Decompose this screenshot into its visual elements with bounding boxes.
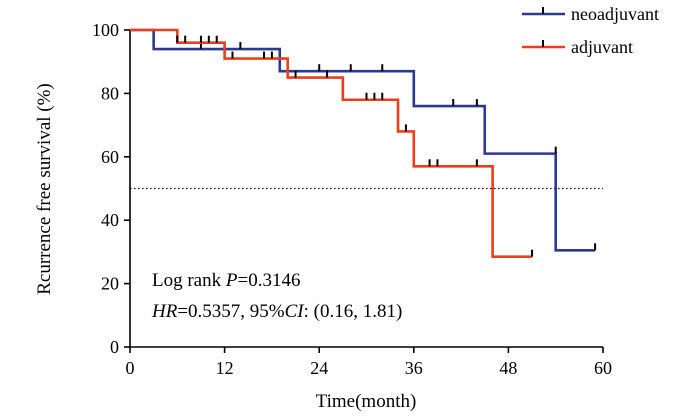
x-tick-label: 12 [216,358,234,378]
x-tick-label: 0 [126,358,135,378]
stats-annotation: Log rank P=0.3146 HR=0.5357, 95%CI: (0.1… [151,270,402,322]
legend: neoadjuvant adjuvant [522,4,659,57]
series-line-adjuvant [130,28,533,258]
x-tick-label: 48 [499,358,517,378]
legend-label-neoadjuvant: neoadjuvant [571,4,659,24]
y-tick-label: 100 [92,20,119,40]
x-tick-label: 24 [310,358,328,378]
y-tick-label: 80 [101,83,119,103]
series-line-neoadjuvant [130,28,596,252]
y-tick-label: 20 [101,274,119,294]
x-tick-label: 60 [594,358,612,378]
y-axis-title: Rcurrence free survival (%) [34,83,55,295]
y-tick-label: 60 [101,147,119,167]
y-ticks: 0 20 40 60 80 100 [92,20,130,357]
log-rank-text: Log rank P=0.3146 [152,270,300,291]
hazard-ratio-text: HR=0.5357, 95%CI: (0.16, 1.81) [151,301,402,322]
y-tick-label: 40 [101,210,119,230]
series-layer [130,28,597,258]
x-tick-label: 36 [405,358,423,378]
x-axis-title: Time(month) [316,391,417,412]
x-ticks: 0 12 24 36 48 60 [126,347,612,378]
legend-label-adjuvant: adjuvant [571,37,633,57]
y-tick-label: 0 [110,337,119,357]
